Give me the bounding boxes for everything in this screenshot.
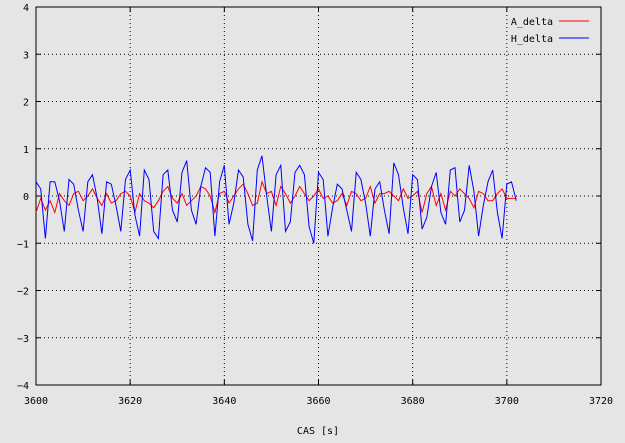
- x-axis-label: CAS [s]: [297, 426, 339, 437]
- y-tick-label: 4: [23, 3, 29, 14]
- x-tick-label: 3620: [118, 396, 142, 407]
- x-tick-label: 3660: [306, 396, 330, 407]
- series-group: [35, 155, 517, 244]
- legend: A_delta H_delta: [511, 17, 589, 45]
- axis-ticks: 3600 3620 3640 3660 3680 3700 3720 4 3 2 1 0 −1 −2 −3 −…: [17, 3, 613, 407]
- series-line-a-delta: [35, 180, 517, 215]
- x-tick-label: 3640: [212, 396, 236, 407]
- legend-label: H_delta: [511, 34, 553, 45]
- x-tick-label: 3720: [589, 396, 613, 407]
- legend-label: A_delta: [511, 17, 553, 28]
- y-tick-label: 0: [23, 192, 29, 203]
- y-tick-label: 1: [23, 145, 29, 156]
- x-tick-label: 3600: [24, 396, 48, 407]
- y-tick-label: −4: [17, 381, 29, 392]
- x-tick-label: 3680: [401, 396, 425, 407]
- series-line-h-delta: [35, 155, 517, 244]
- y-tick-label: 3: [23, 50, 29, 61]
- x-tick-label: 3700: [495, 396, 519, 407]
- y-tick-label: 2: [23, 98, 29, 109]
- y-tick-label: −2: [17, 287, 29, 298]
- y-tick-label: −1: [17, 239, 29, 250]
- y-tick-label: −3: [17, 334, 29, 345]
